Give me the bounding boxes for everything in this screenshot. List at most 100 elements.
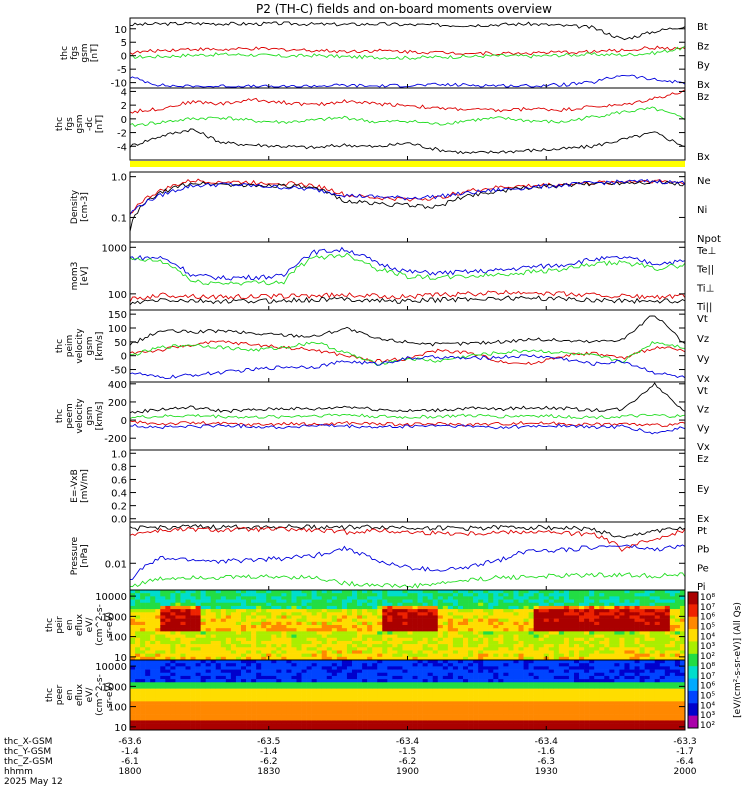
panel-frame <box>129 241 686 311</box>
y-axis-label: [nT] <box>90 44 100 62</box>
y-axis-label: eflux <box>75 683 85 706</box>
y-axis-label: [mV/m] <box>80 469 90 503</box>
y-axis-label: [km/s] <box>95 332 105 361</box>
y-tick-label: -10 <box>111 79 127 90</box>
y-axis-label: eV/ <box>85 617 95 633</box>
y-axis-label: peim <box>65 335 75 358</box>
x-axis-value-y: -1.6 <box>537 747 555 757</box>
y-axis-label: thc <box>55 409 65 423</box>
colorbar-segment <box>688 629 698 642</box>
colorbar-tick-label: 10² <box>700 721 715 731</box>
spectrogram-electron <box>130 660 686 731</box>
legend-Vt: Vt <box>697 386 708 397</box>
y-axis-label: gsm <box>85 336 95 355</box>
x-axis-value-hhmm: 1900 <box>396 767 419 777</box>
legend-Ne: Ne <box>697 176 711 187</box>
colorbar-segment <box>688 592 698 605</box>
x-axis-value-z: -6.3 <box>537 757 555 767</box>
y-tick-label: 200 <box>108 398 127 409</box>
y-tick-label: 5 <box>121 38 127 49</box>
x-axis-value-x: -63.4 <box>535 737 559 747</box>
y-tick-label: 10 <box>114 25 127 36</box>
legend-Vx: Vx <box>697 442 710 453</box>
x-axis-value-y: -1.4 <box>121 747 139 757</box>
colorbar-segment <box>688 715 698 729</box>
y-tick-label: 100 <box>108 324 127 335</box>
legend-Pb: Pb <box>697 545 709 556</box>
x-axis-value-y: -1.7 <box>676 747 694 757</box>
y-axis-label: en <box>65 689 75 700</box>
y-axis-label: -dc <box>85 117 95 131</box>
y-tick-label: 50 <box>114 338 127 349</box>
y-axis-label: thc <box>60 46 70 60</box>
series-By-line <box>129 46 686 60</box>
yellow-status-bar <box>130 161 685 167</box>
series-Pt-line <box>129 523 686 539</box>
y-tick-label: 10 <box>114 723 127 734</box>
y-tick-label: 400 <box>108 380 127 391</box>
x-axis-value-hhmm: 1930 <box>535 767 558 777</box>
colorbar-segment <box>688 604 698 618</box>
y-axis-label: sr-eV) <box>105 682 115 708</box>
series-Bt-line <box>129 21 686 41</box>
colorbar-tick-label: 10⁷ <box>700 672 715 682</box>
y-tick-label: 0.1 <box>111 213 127 224</box>
y-tick-label: 0 <box>121 416 127 427</box>
x-axis-value-x: -63.3 <box>673 737 696 747</box>
legend-Te||: Te|| <box>696 265 714 276</box>
series-extra-line <box>129 128 686 155</box>
panel-frame <box>129 87 686 161</box>
y-tick-label: -200 <box>104 434 127 445</box>
series-Te||-line <box>129 295 686 306</box>
series-Pb-line <box>129 526 686 552</box>
colorbar-tick-label: 10⁸ <box>700 593 715 603</box>
y-axis-label: velocity <box>75 398 85 434</box>
x-axis-row-label: thc_X-GSM <box>4 737 52 747</box>
legend-Bt: Bt <box>697 22 708 33</box>
colorbar-tick-label: 10⁵ <box>700 691 715 701</box>
y-tick-label: -2 <box>117 129 127 140</box>
y-axis-label: E=-VxB <box>70 469 80 503</box>
colorbar: 10⁸10⁷10⁶10⁵10⁴10³10²10⁸10⁷10⁶10⁵10⁴10³1… <box>687 591 743 731</box>
colorbar-tick-label: 10⁴ <box>700 632 715 642</box>
legend-Vy: Vy <box>697 354 710 365</box>
series-Vy-line <box>129 413 686 420</box>
legend-Ti⊥: Ti⊥ <box>696 283 714 294</box>
colorbar-label: [eV/(cm²-s-sr-eV)] (All Qs) <box>733 602 743 718</box>
legend-Vx: Vx <box>697 374 710 385</box>
legend-Vy: Vy <box>697 423 710 434</box>
x-axis-value-x: -63.4 <box>396 737 420 747</box>
y-axis-label: eV/ <box>85 687 95 703</box>
spectrogram-ion <box>130 590 686 661</box>
series-Ti||-line <box>129 252 686 286</box>
legend-Pi: Pi <box>697 582 706 593</box>
y-axis-label: thc <box>45 688 55 702</box>
y-axis-label: mom3 <box>70 262 80 291</box>
x-axis-row-label: hhmm <box>4 767 33 777</box>
y-tick-label: 0.01 <box>105 559 127 570</box>
colorbar-tick-label: 10⁴ <box>700 701 715 711</box>
x-axis-row-label: thc_Y-GSM <box>4 747 51 757</box>
legend-Pe: Pe <box>697 563 709 574</box>
y-tick-label: 100 <box>108 703 127 714</box>
legend-Pt: Pt <box>697 526 707 537</box>
legend-Npot: Npot <box>697 234 721 245</box>
y-axis-label: [nPa] <box>80 544 90 567</box>
colorbar-tick-label: 10³ <box>700 711 715 721</box>
x-axis-value-hhmm: 1800 <box>119 767 142 777</box>
series-Pe-line <box>129 572 686 589</box>
legend-Te⊥: Te⊥ <box>696 246 716 257</box>
x-axis-value-y: -1.4 <box>260 747 278 757</box>
legend-Ni: Ni <box>697 205 707 216</box>
y-tick-label: 0.4 <box>111 489 127 500</box>
panel-frame <box>129 521 686 591</box>
series-Vx-line <box>129 354 686 380</box>
y-tick-label: -50 <box>111 366 127 377</box>
series-Npot-line <box>129 178 686 216</box>
y-tick-label: 10000 <box>95 662 127 673</box>
y-axis-label: [cm-3] <box>80 192 90 222</box>
legend-Ez: Ez <box>697 454 709 465</box>
